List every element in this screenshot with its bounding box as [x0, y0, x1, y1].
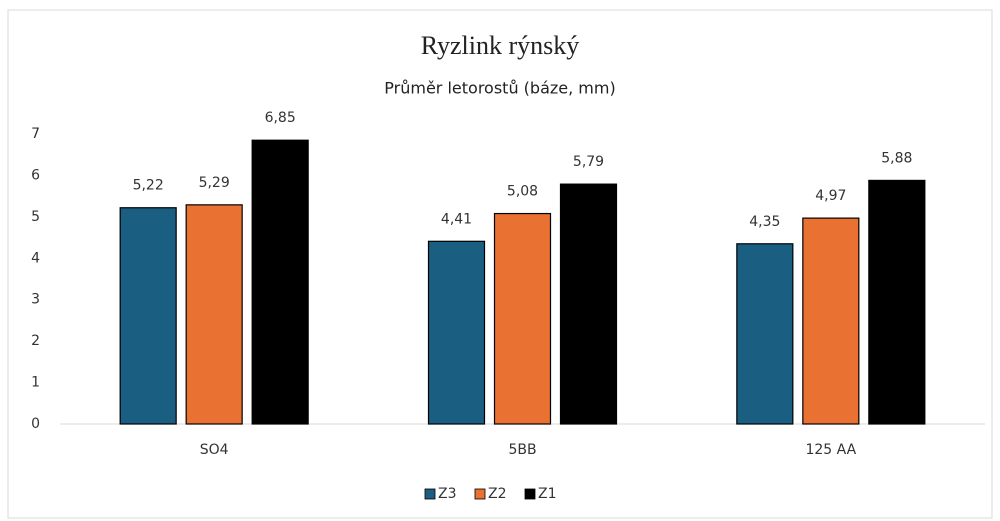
- value-label: 5,29: [199, 175, 230, 191]
- bar: [493, 212, 552, 425]
- value-label: 4,41: [441, 211, 472, 227]
- x-tick-label: SO4: [200, 442, 229, 458]
- bar: [802, 217, 860, 425]
- x-tick-label: 125 AA: [805, 442, 856, 458]
- bar: [736, 243, 794, 425]
- value-label: 4,97: [815, 188, 846, 204]
- value-label: 4,35: [749, 214, 780, 230]
- legend-swatch: [524, 488, 536, 500]
- bar: [185, 204, 243, 425]
- chart-title: Ryzlink rýnský: [421, 31, 580, 60]
- value-label: 5,08: [507, 184, 538, 200]
- legend-label: Z1: [538, 486, 557, 502]
- legend-swatch: [424, 488, 436, 500]
- y-tick-label: 4: [31, 250, 40, 266]
- y-tick-label: 6: [31, 167, 40, 183]
- y-tick-label: 5: [31, 209, 40, 225]
- y-tick-label: 7: [31, 126, 40, 142]
- bar: [251, 139, 309, 425]
- value-label: 5,88: [881, 150, 912, 166]
- bar: [119, 207, 177, 425]
- y-tick-label: 1: [31, 375, 40, 391]
- bar: [868, 179, 926, 425]
- value-label: 5,22: [133, 178, 164, 194]
- x-tick-label: 5BB: [508, 442, 536, 458]
- chart-subtitle: Průměr letorostů (báze, mm): [384, 79, 615, 98]
- y-tick-label: 0: [31, 416, 40, 432]
- legend-label: Z3: [438, 486, 457, 502]
- bar: [427, 240, 486, 425]
- y-tick-label: 2: [31, 333, 40, 349]
- value-label: 5,79: [573, 154, 604, 170]
- y-tick-label: 3: [31, 292, 40, 308]
- value-label: 6,85: [265, 110, 296, 126]
- bar: [559, 183, 618, 425]
- legend-label: Z2: [488, 486, 507, 502]
- legend-swatch: [474, 488, 486, 500]
